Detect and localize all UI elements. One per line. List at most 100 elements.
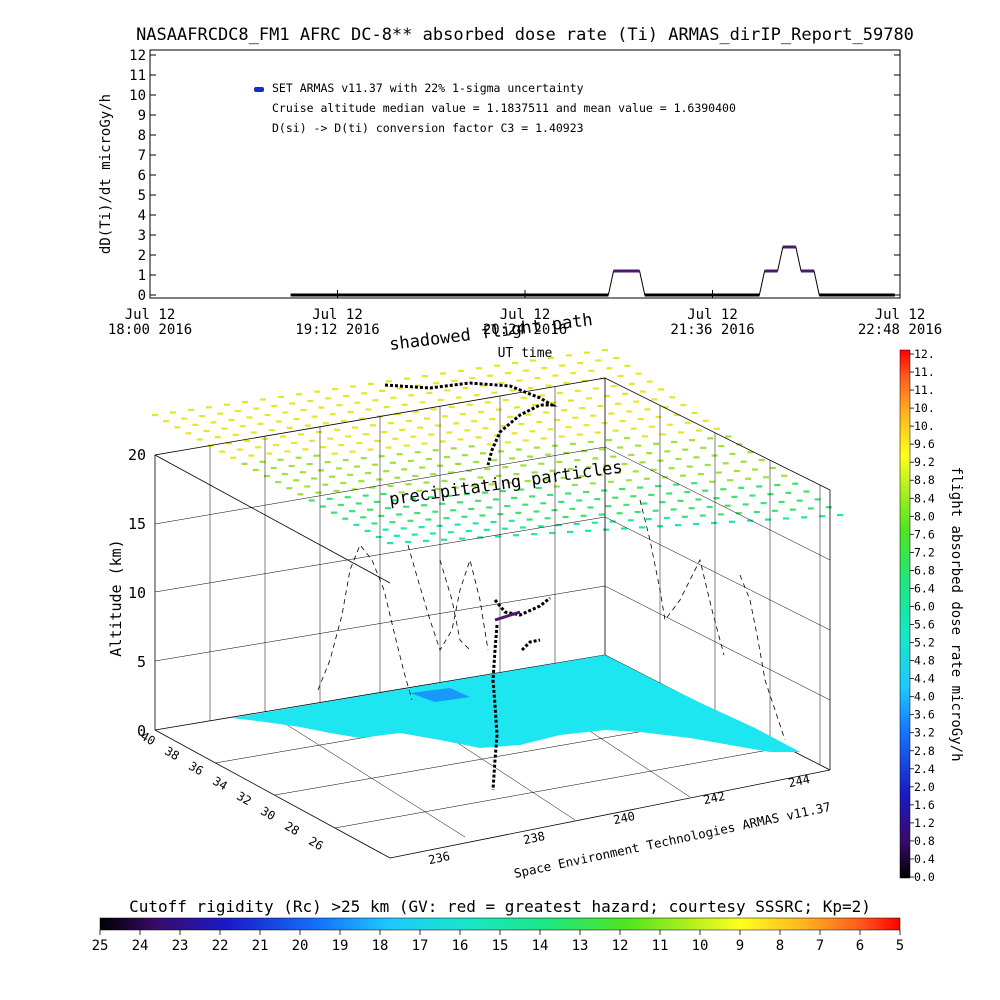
particle-mark xyxy=(671,440,678,444)
altitude-tick-label: 10 xyxy=(128,584,146,602)
particle-mark xyxy=(587,506,594,509)
particle-mark xyxy=(543,411,550,414)
particle-mark xyxy=(677,431,684,434)
particle-mark xyxy=(378,455,385,458)
dose-colorbar-tick-label: 6.8 xyxy=(914,563,935,577)
particle-mark xyxy=(571,483,578,487)
particle-mark xyxy=(801,516,807,519)
particle-mark xyxy=(540,502,547,505)
particle-mark xyxy=(652,509,659,512)
particle-mark xyxy=(369,486,376,489)
particle-mark xyxy=(601,489,608,492)
particle-mark xyxy=(785,491,792,494)
particle-mark xyxy=(353,465,360,468)
particle-mark xyxy=(410,435,417,438)
particle-mark xyxy=(789,508,796,511)
particle-mark xyxy=(466,469,473,472)
dose-colorbar-tick-label: 11. xyxy=(914,383,935,397)
particle-mark xyxy=(419,466,426,469)
particle-mark xyxy=(738,486,745,489)
particle-mark xyxy=(304,485,311,488)
particle-mark xyxy=(464,429,471,432)
particle-mark xyxy=(196,438,203,441)
particle-mark xyxy=(623,503,630,506)
timeseries-y-tick-label: 9 xyxy=(138,108,146,124)
particle-mark xyxy=(391,499,398,502)
particle-mark xyxy=(697,473,704,476)
particle-mark xyxy=(547,428,554,431)
particle-mark xyxy=(343,394,350,397)
particle-mark xyxy=(434,488,441,491)
particle-mark xyxy=(475,436,482,439)
particle-mark xyxy=(567,530,573,533)
particle-mark xyxy=(533,446,540,449)
particle-mark xyxy=(345,435,352,438)
particle-mark xyxy=(461,454,468,457)
particle-mark xyxy=(266,452,273,455)
particle-mark xyxy=(353,523,360,526)
timeseries-y-tick-label: 1 xyxy=(138,268,146,284)
particle-mark xyxy=(637,417,644,421)
particle-mark xyxy=(315,491,322,494)
particle-mark xyxy=(407,459,414,462)
particle-mark xyxy=(311,415,318,418)
particle-mark xyxy=(437,398,444,402)
particle-mark xyxy=(479,452,486,455)
particle-mark xyxy=(597,404,604,408)
particle-mark xyxy=(188,408,194,411)
particle-mark xyxy=(556,392,563,395)
particle-mark xyxy=(549,531,555,535)
particle-mark xyxy=(704,463,711,467)
particle-mark xyxy=(224,403,230,406)
particle-mark xyxy=(355,502,362,505)
particle-mark xyxy=(329,413,336,416)
particle-mark xyxy=(243,439,250,443)
particle-mark xyxy=(295,456,302,459)
particle-mark xyxy=(613,356,620,360)
particle-mark xyxy=(433,382,440,385)
particle-mark xyxy=(513,406,520,409)
timeseries-series xyxy=(290,245,895,297)
particle-mark xyxy=(591,521,598,524)
particle-mark xyxy=(482,427,489,430)
particle-mark xyxy=(561,409,568,412)
particle-mark xyxy=(574,389,581,392)
particle-mark xyxy=(527,455,534,458)
particle-mark xyxy=(396,513,403,516)
particle-mark xyxy=(401,403,408,406)
particle-mark xyxy=(655,415,662,419)
particle-mark xyxy=(235,409,242,413)
particle-mark xyxy=(509,457,516,460)
particle-mark xyxy=(286,487,293,490)
rigidity-colorbar-tick-label: 23 xyxy=(172,938,189,954)
dose-colorbar-tick-label: 6.4 xyxy=(914,581,935,595)
particle-mark xyxy=(643,477,650,480)
particle-mark xyxy=(628,382,635,385)
particle-mark xyxy=(319,505,326,508)
particle-mark xyxy=(735,512,742,515)
particle-mark xyxy=(230,456,237,459)
particle-mark xyxy=(607,480,614,483)
particle-mark xyxy=(502,466,509,469)
timeseries-legend-marker xyxy=(254,87,264,92)
particle-mark xyxy=(486,443,493,446)
particle-mark xyxy=(540,437,547,440)
particle-mark xyxy=(589,482,596,485)
particle-mark xyxy=(702,489,709,492)
particle-mark xyxy=(645,518,652,521)
particle-mark xyxy=(444,389,451,392)
particle-mark xyxy=(729,520,735,523)
particle-mark xyxy=(527,386,534,390)
dose-colorbar-tick-label: 0.0 xyxy=(914,870,935,884)
dose-colorbar-tick-label: 12. xyxy=(914,347,935,361)
particle-mark xyxy=(364,529,371,533)
particle-mark xyxy=(610,455,617,458)
particle-mark xyxy=(248,454,255,457)
timeseries-y-tick-label: 0 xyxy=(138,288,146,304)
particle-mark xyxy=(511,496,518,499)
particle-mark xyxy=(573,522,580,526)
particle-mark xyxy=(277,458,284,461)
particle-mark xyxy=(314,390,320,393)
longitude-tick-label: 236 xyxy=(427,849,451,867)
particle-mark xyxy=(717,513,724,516)
